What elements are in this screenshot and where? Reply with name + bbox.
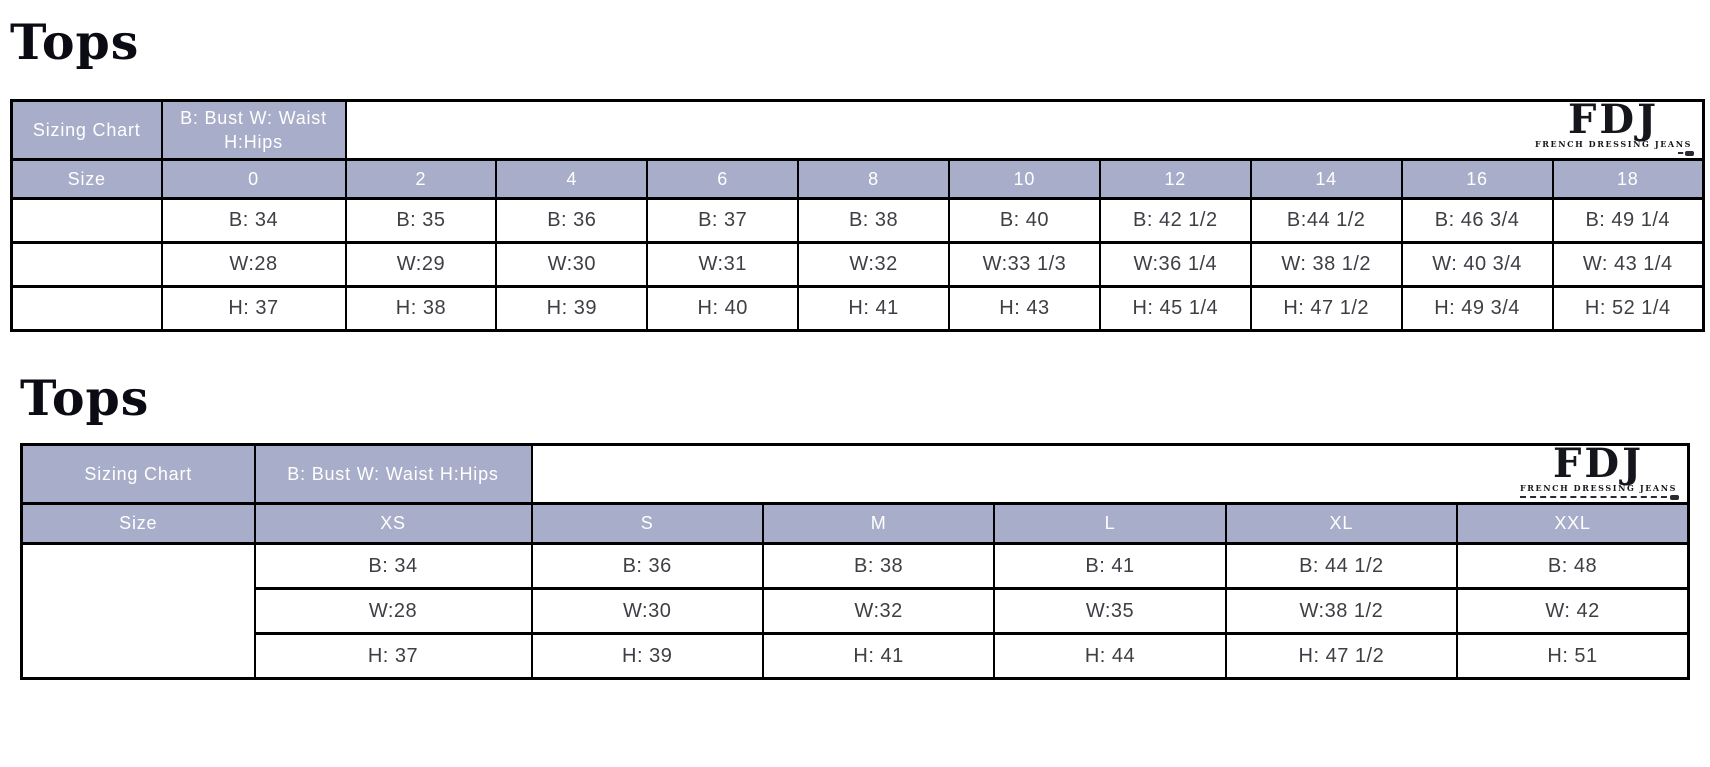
hips-cell: H: 47 1/2 xyxy=(1224,632,1459,681)
bust-cell: B: 38 xyxy=(761,542,996,591)
brand-cell: FDJ FRENCH DRESSING JEANS xyxy=(530,442,1690,506)
fdj-logo-tagline: FRENCH DRESSING JEANS xyxy=(1535,139,1692,150)
waist-cell: W:33 1/3 xyxy=(948,241,1101,289)
hips-cell: H: 39 xyxy=(495,285,649,333)
spacer-cell xyxy=(10,241,163,289)
size-col-header: L xyxy=(993,502,1227,546)
size-col-header: 12 xyxy=(1098,158,1252,201)
fdj-logo: FDJ FRENCH DRESSING JEANS xyxy=(1535,100,1701,157)
waist-cell: W:36 1/4 xyxy=(1098,241,1252,289)
waist-cell: W:31 xyxy=(646,241,800,289)
brand-cell: FDJ FRENCH DRESSING JEANS xyxy=(344,98,1705,162)
page-title-tops-alpha: Tops xyxy=(20,369,150,427)
hips-cell: H: 49 3/4 xyxy=(1400,285,1554,333)
fdj-logo-text: FDJ xyxy=(1568,100,1660,143)
size-col-header: 4 xyxy=(495,158,649,201)
bust-cell: B: 42 1/2 xyxy=(1098,197,1252,245)
bust-cell: B:44 1/2 xyxy=(1249,197,1403,245)
hips-cell: H: 44 xyxy=(993,632,1227,681)
waist-cell: W:28 xyxy=(253,587,533,636)
bust-cell: B: 38 xyxy=(797,197,950,245)
size-col-header: 14 xyxy=(1249,158,1403,201)
corner-label: Sizing Chart xyxy=(20,442,256,506)
size-col-header: 2 xyxy=(344,158,498,201)
bust-cell: B: 37 xyxy=(646,197,800,245)
bust-cell: B: 46 3/4 xyxy=(1400,197,1554,245)
hips-cell: H: 41 xyxy=(797,285,950,333)
waist-cell: W:28 xyxy=(160,241,347,289)
size-row-label: Size xyxy=(20,502,256,546)
size-col-header: M xyxy=(761,502,996,546)
waist-cell: W: 43 1/4 xyxy=(1551,241,1705,289)
bust-cell: B: 35 xyxy=(344,197,498,245)
size-col-header: 0 xyxy=(160,158,347,201)
bust-cell: B: 44 1/2 xyxy=(1224,542,1459,591)
hips-cell: H: 47 1/2 xyxy=(1249,285,1403,333)
size-col-header: 10 xyxy=(948,158,1101,201)
page-title-tops-numeric: Tops xyxy=(10,13,140,71)
fdj-logo-tagline: FRENCH DRESSING JEANS xyxy=(1520,483,1677,494)
size-col-header: 18 xyxy=(1551,158,1705,201)
waist-cell: W: 42 xyxy=(1456,587,1690,636)
hips-cell: H: 37 xyxy=(160,285,347,333)
hips-cell: H: 52 1/4 xyxy=(1551,285,1705,333)
bust-cell: B: 36 xyxy=(530,542,764,591)
size-col-header: 16 xyxy=(1400,158,1554,201)
bust-cell: B: 49 1/4 xyxy=(1551,197,1705,245)
waist-cell: W:30 xyxy=(495,241,649,289)
hips-cell: H: 43 xyxy=(948,285,1101,333)
sizing-table-numeric: Sizing Chart B: Bust W: Waist H:Hips FDJ… xyxy=(10,98,1705,333)
legend-cell: B: Bust W: Waist H:Hips xyxy=(160,98,347,162)
hips-cell: H: 38 xyxy=(344,285,498,333)
hips-cell: H: 37 xyxy=(253,632,533,681)
fdj-logo-underline xyxy=(1520,495,1679,501)
hips-cell: H: 45 1/4 xyxy=(1098,285,1252,333)
bust-cell: B: 48 xyxy=(1456,542,1690,591)
hips-cell: H: 41 xyxy=(761,632,996,681)
waist-cell: W:32 xyxy=(761,587,996,636)
spacer-cell xyxy=(20,542,256,681)
waist-cell: W:38 1/2 xyxy=(1224,587,1459,636)
waist-cell: W:32 xyxy=(797,241,950,289)
bust-cell: B: 36 xyxy=(495,197,649,245)
size-col-header: 8 xyxy=(797,158,950,201)
fdj-logo: FDJ FRENCH DRESSING JEANS xyxy=(1520,444,1686,501)
size-col-header: XS xyxy=(253,502,533,546)
bust-cell: B: 34 xyxy=(253,542,533,591)
fdj-logo-underline xyxy=(1678,151,1694,157)
size-col-header: XL xyxy=(1224,502,1459,546)
corner-label: Sizing Chart xyxy=(10,98,163,162)
size-col-header: S xyxy=(530,502,764,546)
size-col-header: XXL xyxy=(1456,502,1690,546)
fdj-logo-text: FDJ xyxy=(1553,444,1645,487)
legend-cell: B: Bust W: Waist H:Hips xyxy=(253,442,533,506)
waist-cell: W: 38 1/2 xyxy=(1249,241,1403,289)
waist-cell: W:35 xyxy=(993,587,1227,636)
spacer-cell xyxy=(10,197,163,245)
hips-cell: H: 39 xyxy=(530,632,764,681)
size-col-header: 6 xyxy=(646,158,800,201)
sizing-table-alpha: Sizing Chart B: Bust W: Waist H:Hips FDJ… xyxy=(20,442,1690,681)
size-row-label: Size xyxy=(10,158,163,201)
bust-cell: B: 34 xyxy=(160,197,347,245)
waist-cell: W:30 xyxy=(530,587,764,636)
hips-cell: H: 51 xyxy=(1456,632,1690,681)
spacer-cell xyxy=(10,285,163,333)
hips-cell: H: 40 xyxy=(646,285,800,333)
bust-cell: B: 40 xyxy=(948,197,1101,245)
waist-cell: W:29 xyxy=(344,241,498,289)
bust-cell: B: 41 xyxy=(993,542,1227,591)
waist-cell: W: 40 3/4 xyxy=(1400,241,1554,289)
